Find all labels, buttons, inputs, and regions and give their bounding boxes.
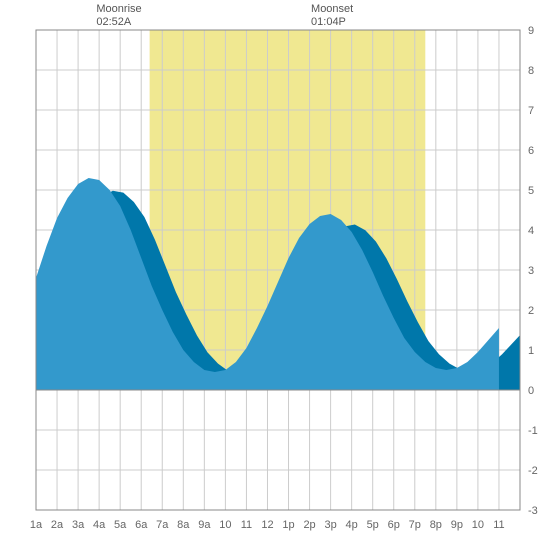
x-tick-label: 12 bbox=[261, 519, 273, 531]
x-tick-label: 2a bbox=[51, 519, 64, 531]
x-tick-label: 1a bbox=[30, 519, 43, 531]
x-tick-label: 10 bbox=[219, 519, 231, 531]
x-tick-label: 3p bbox=[324, 519, 336, 531]
x-tick-label: 8p bbox=[430, 519, 442, 531]
x-tick-label: 7a bbox=[156, 519, 169, 531]
x-tick-label: 9a bbox=[198, 519, 211, 531]
y-tick-label: 2 bbox=[528, 305, 534, 317]
y-tick-label: 8 bbox=[528, 65, 534, 77]
tide-chart: -3-2-101234567891a2a3a4a5a6a7a8a9a101112… bbox=[0, 0, 550, 550]
x-tick-label: 1p bbox=[282, 519, 294, 531]
y-tick-label: -3 bbox=[528, 505, 538, 517]
y-tick-label: 3 bbox=[528, 265, 534, 277]
y-tick-label: -2 bbox=[528, 465, 538, 477]
x-tick-label: 11 bbox=[493, 519, 504, 531]
x-tick-label: 9p bbox=[451, 519, 463, 531]
y-tick-label: 6 bbox=[528, 145, 534, 157]
y-tick-label: -1 bbox=[528, 425, 538, 437]
x-tick-label: 4p bbox=[346, 519, 358, 531]
y-tick-label: 7 bbox=[528, 105, 534, 117]
y-tick-label: 9 bbox=[528, 25, 534, 37]
y-tick-label: 5 bbox=[528, 185, 534, 197]
x-tick-label: 6a bbox=[135, 519, 148, 531]
x-tick-label: 8a bbox=[177, 519, 190, 531]
moonrise-title: Moonrise bbox=[96, 3, 141, 15]
y-tick-label: 0 bbox=[528, 385, 534, 397]
x-tick-label: 10 bbox=[472, 519, 484, 531]
x-tick-label: 2p bbox=[303, 519, 315, 531]
x-tick-label: 4a bbox=[93, 519, 106, 531]
moonset-title: Moonset bbox=[311, 3, 353, 15]
y-tick-label: 1 bbox=[528, 345, 534, 357]
x-tick-label: 5p bbox=[367, 519, 379, 531]
x-tick-label: 7p bbox=[409, 519, 421, 531]
x-tick-label: 5a bbox=[114, 519, 127, 531]
x-tick-label: 6p bbox=[388, 519, 400, 531]
moonset-time: 01:04P bbox=[311, 16, 346, 28]
x-tick-label: 3a bbox=[72, 519, 85, 531]
moonrise-time: 02:52A bbox=[96, 16, 132, 28]
y-tick-label: 4 bbox=[528, 225, 534, 237]
chart-svg: -3-2-101234567891a2a3a4a5a6a7a8a9a101112… bbox=[0, 0, 550, 550]
x-tick-label: 11 bbox=[241, 519, 252, 531]
